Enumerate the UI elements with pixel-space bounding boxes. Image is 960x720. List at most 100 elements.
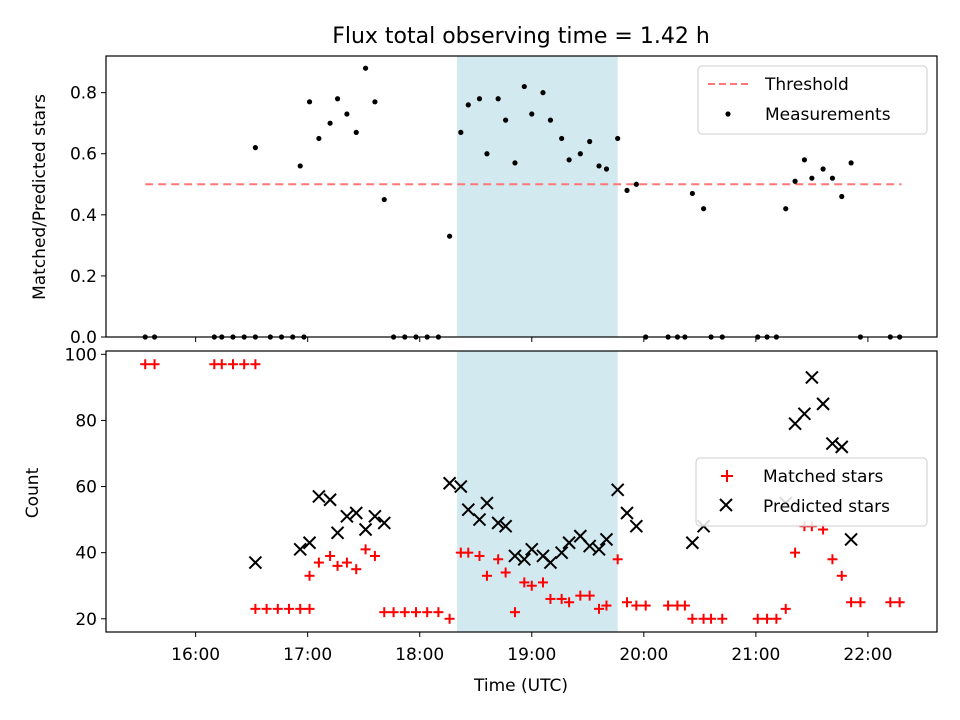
matched-star-point (894, 597, 905, 608)
measurement-point (624, 187, 630, 193)
matched-star-point (827, 554, 838, 565)
predicted-star-point (454, 479, 468, 494)
matched-star-point (640, 600, 651, 611)
predicted-star-point (461, 502, 475, 517)
matched-stars-legend-label: Matched stars (763, 467, 883, 487)
matched-star-point (584, 590, 595, 601)
y-tick-label: 0.2 (70, 267, 97, 287)
matched-stars-legend-marker (721, 470, 733, 482)
predicted-star-point (330, 526, 345, 540)
measurement-point (801, 157, 808, 163)
matched-star-point (526, 580, 537, 591)
x-tick-label: 19:00 (507, 645, 556, 665)
matched-star-point (663, 600, 674, 611)
predicted-star-point (340, 509, 354, 524)
top-legend: Threshold Measurements (697, 65, 928, 135)
predicted-star-point (323, 493, 337, 507)
predicted-star-point (293, 542, 307, 557)
measurement-point (848, 160, 854, 166)
predicted-star-point (491, 516, 505, 530)
x-axis-label: Time (UTC) (473, 676, 568, 696)
bottom-observing-window (457, 351, 618, 632)
predicted-stars-legend-label: Predicted stars (763, 497, 890, 517)
measurement-point (353, 129, 359, 135)
predicted-star-point (554, 545, 569, 560)
matched-star-point (272, 603, 283, 614)
matched-star-point (885, 597, 896, 608)
matched-star-point (687, 613, 698, 624)
measurement-point (596, 163, 602, 169)
matched-star-point (433, 607, 444, 618)
matched-star-point (537, 577, 548, 588)
predicted-star-point (358, 522, 373, 537)
measurement-point (252, 145, 258, 151)
measurements-legend-marker (725, 111, 731, 117)
matched-star-point (239, 359, 250, 370)
matched-star-point (463, 547, 474, 558)
chart-title: Flux total observing time = 1.42 h (332, 24, 710, 49)
predicted-star-point (844, 532, 858, 547)
measurement-point (603, 166, 610, 172)
matched-star-point (564, 597, 575, 608)
matched-star-point (481, 570, 492, 581)
measurement-point (587, 138, 593, 145)
x-tick-label: 17:00 (283, 645, 332, 665)
predicted-star-point (610, 483, 625, 497)
predicted-star-point (592, 542, 606, 557)
matched-star-point (304, 603, 315, 614)
matched-star-point (399, 607, 410, 618)
measurement-point (547, 117, 554, 123)
predicted-star-point (816, 397, 830, 411)
matched-star-point (474, 550, 485, 561)
matched-star-point (855, 597, 866, 608)
predicted-star-point (582, 539, 597, 553)
measurement-point (783, 206, 789, 212)
matched-star-point (601, 600, 612, 611)
measurement-point (458, 129, 464, 135)
matched-star-point (332, 560, 343, 571)
measurement-point (700, 206, 707, 212)
measurement-point (381, 196, 387, 203)
matched-star-point (556, 593, 567, 604)
matched-star-point (631, 600, 642, 611)
matched-star-point (519, 577, 530, 588)
measurement-point (566, 157, 572, 163)
matched-star-point (422, 607, 433, 618)
matched-star-point (575, 590, 586, 601)
matched-star-point (341, 557, 352, 568)
y-tick-label: 60 (75, 478, 97, 498)
matched-star-point (593, 603, 604, 614)
matched-star-point (227, 359, 238, 370)
predicted-star-point (472, 512, 487, 527)
matched-star-point (250, 359, 261, 370)
matched-star-point (304, 570, 315, 581)
bottom-legend: Matched stars Predicted stars (695, 457, 928, 527)
predicted-star-point (797, 407, 812, 421)
measurement-point (577, 151, 583, 157)
matched-star-point (216, 359, 227, 370)
measurement-point (839, 193, 845, 200)
top-axes-frame (105, 55, 938, 338)
y-tick-label: 20 (75, 610, 97, 630)
matched-star-point (790, 547, 801, 558)
matched-star-point (762, 613, 773, 624)
y-tick-label: 0.6 (70, 145, 97, 165)
measurement-point (495, 96, 501, 102)
predicted-star-point (349, 506, 363, 520)
measurement-point (476, 96, 483, 102)
matched-star-point (780, 603, 791, 614)
matched-star-point (846, 597, 857, 608)
x-tick-label: 20:00 (619, 645, 668, 665)
measurement-point (316, 135, 322, 142)
measurement-point (529, 111, 535, 117)
matched-star-point (771, 613, 782, 624)
top-y-axis-label: Matched/Predicted stars (30, 94, 50, 300)
matched-star-point (836, 570, 847, 581)
measurement-point (809, 175, 815, 181)
top-legend-box (697, 65, 928, 135)
matched-star-point (360, 544, 371, 555)
x-tick-label: 22:00 (843, 645, 892, 665)
bottom-axes-frame (105, 350, 938, 633)
matched-star-point (388, 607, 399, 618)
matched-star-point (500, 567, 511, 578)
